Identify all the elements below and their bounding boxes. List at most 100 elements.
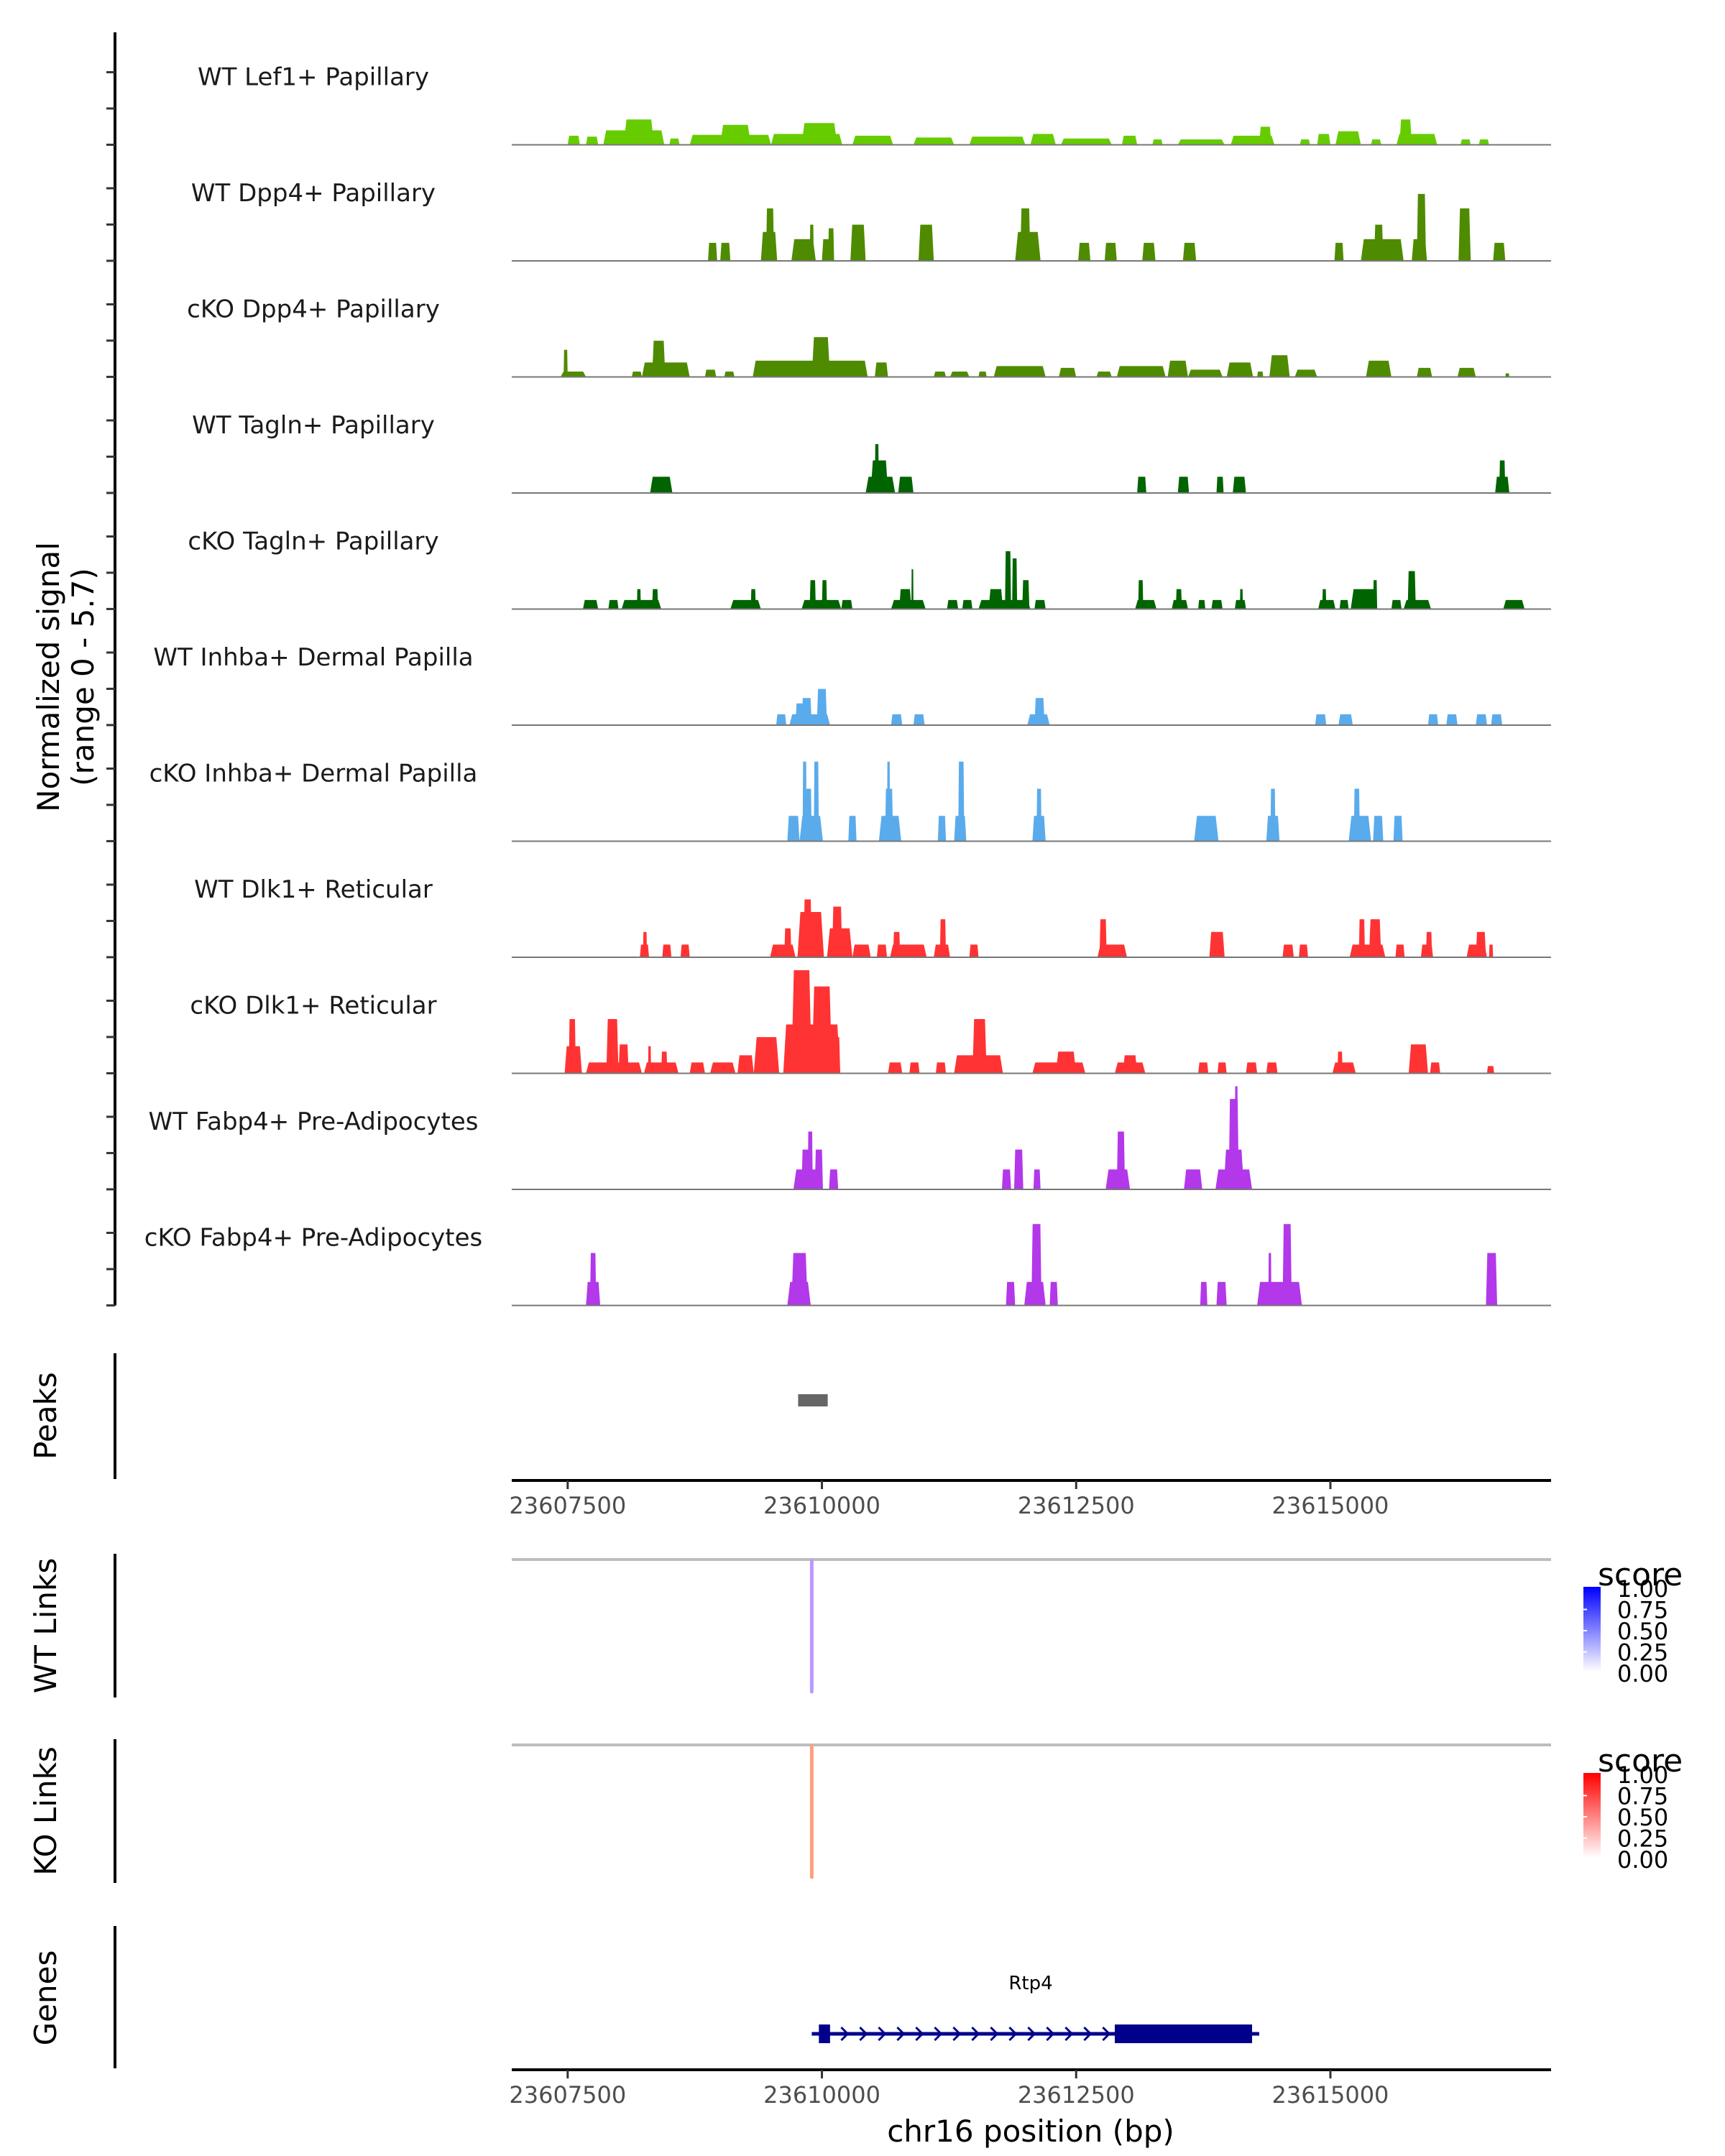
signal-peak: [1351, 589, 1378, 609]
legend-tick-label: 1.00: [1617, 1575, 1668, 1603]
signal-peak: [1061, 138, 1112, 145]
signal-peak: [875, 362, 888, 377]
signal-peak: [1167, 360, 1188, 377]
wt-legend-colorbar: [1583, 1587, 1601, 1672]
signal-peak: [1152, 139, 1163, 145]
signal-peak: [1182, 242, 1197, 261]
signal-peak: [776, 714, 787, 725]
signal-peak: [720, 124, 751, 145]
signal-peak: [947, 599, 959, 609]
signal-peak: [1198, 599, 1205, 609]
signal-peak: [809, 580, 816, 609]
signal-peak: [978, 371, 987, 377]
signal-peak: [1486, 1253, 1498, 1306]
x-tick-label: 23612500: [1018, 1492, 1135, 1519]
signal-peak: [1368, 919, 1381, 957]
signal-peak: [1034, 698, 1045, 725]
signal-peak: [814, 1149, 823, 1189]
signal-peak: [1013, 1149, 1024, 1189]
signal-peak: [1478, 139, 1489, 145]
signal-peak: [1294, 369, 1317, 377]
signal-peak: [1374, 224, 1384, 261]
signal-peak: [1031, 1224, 1042, 1306]
signal-peak: [652, 341, 666, 377]
peak-region: [798, 1394, 828, 1406]
signal-peak: [689, 1062, 705, 1074]
signal-peak: [1121, 135, 1138, 145]
track-label: WT Inhba+ Dermal Papilla: [153, 643, 473, 672]
signal-peak: [1257, 371, 1264, 377]
y-axis-title-line1: Normalized signal: [31, 542, 66, 812]
track-label: WT Lef1+ Papillary: [198, 63, 429, 92]
signal-peak: [652, 589, 658, 609]
signal-peak: [1505, 373, 1509, 377]
signal-peak: [1240, 589, 1243, 609]
ko-links-legend: score 1.000.750.500.250.00: [1583, 1743, 1683, 1874]
x-tick-label: 23607500: [509, 2081, 626, 2109]
signal-peak: [969, 944, 979, 957]
signal-peak: [642, 362, 690, 377]
strand-arrow-icon: [859, 2026, 868, 2042]
signal-peak: [1177, 476, 1190, 493]
track-label: cKO Dpp4+ Papillary: [187, 295, 440, 324]
signal-peak: [1184, 1169, 1202, 1189]
x-tick-label: 23610000: [763, 1492, 880, 1519]
signal-peak: [1315, 714, 1327, 725]
signal-peak: [913, 714, 925, 725]
signal-peak: [1322, 589, 1327, 609]
track-label: cKO Tagln+ Papillary: [188, 528, 438, 556]
signal-peak: [1408, 1044, 1428, 1074]
signal-peak: [1055, 1051, 1077, 1074]
signal-peak: [1373, 816, 1384, 842]
signal-peak: [1005, 550, 1011, 609]
signal-peak: [589, 1253, 597, 1306]
signal-tracks: WT Lef1+ Papillary WT Dpp4+ Papillary cKO …: [144, 63, 1551, 1307]
signal-peak: [643, 931, 648, 957]
signal-peak: [784, 928, 792, 957]
track-label: WT Dpp4+ Papillary: [191, 179, 436, 208]
signal-peak: [1427, 714, 1438, 725]
signal-peak: [1430, 1062, 1440, 1074]
signal-peak: [583, 599, 599, 609]
signal-peak: [1282, 1224, 1292, 1306]
signal-track: WT Tagln+ Papillary: [192, 411, 1551, 494]
x-tick-label: 23607500: [509, 1492, 626, 1519]
signal-track: WT Dpp4+ Papillary: [191, 179, 1551, 262]
signal-peak: [1200, 1281, 1208, 1306]
signal-peak: [1123, 1055, 1138, 1074]
signal-peak: [822, 580, 827, 609]
signal-peak: [870, 460, 888, 493]
signal-peak: [1503, 599, 1525, 609]
signal-peak: [852, 135, 893, 145]
signal-peak: [1493, 242, 1506, 261]
signal-peak: [1332, 1062, 1356, 1074]
x-tick-label: 23610000: [763, 2081, 880, 2109]
signal-peak: [949, 371, 970, 377]
signal-peak: [972, 1018, 987, 1074]
signal-peak: [918, 224, 934, 261]
signal-track: cKO Dlk1+ Reticular: [190, 970, 1551, 1074]
signal-y-axis: [106, 32, 116, 1307]
signal-peak: [811, 337, 830, 377]
signal-peak: [805, 788, 812, 842]
signal-peak: [1458, 208, 1471, 261]
signal-peak: [1460, 139, 1471, 145]
signal-peak: [637, 589, 641, 609]
gene-name-label: Rtp4: [1008, 1973, 1052, 1994]
signal-peak: [765, 208, 775, 261]
ko-legend-title: score: [1598, 1743, 1683, 1779]
strand-arrow-icon: [915, 2026, 924, 2042]
legend-tick-label: 0.75: [1617, 1783, 1668, 1810]
signal-peak: [969, 137, 1026, 145]
signal-peak: [791, 239, 816, 261]
signal-peak: [1194, 816, 1219, 842]
signal-peak: [1366, 360, 1392, 377]
signal-peak: [1446, 714, 1458, 725]
signal-peak: [730, 599, 761, 609]
legend-tick-label: 0.75: [1617, 1597, 1668, 1624]
gene-exon: [1115, 2024, 1253, 2043]
signal-peak: [1371, 139, 1381, 145]
signal-peak: [898, 476, 914, 493]
signal-peak: [1116, 366, 1166, 377]
